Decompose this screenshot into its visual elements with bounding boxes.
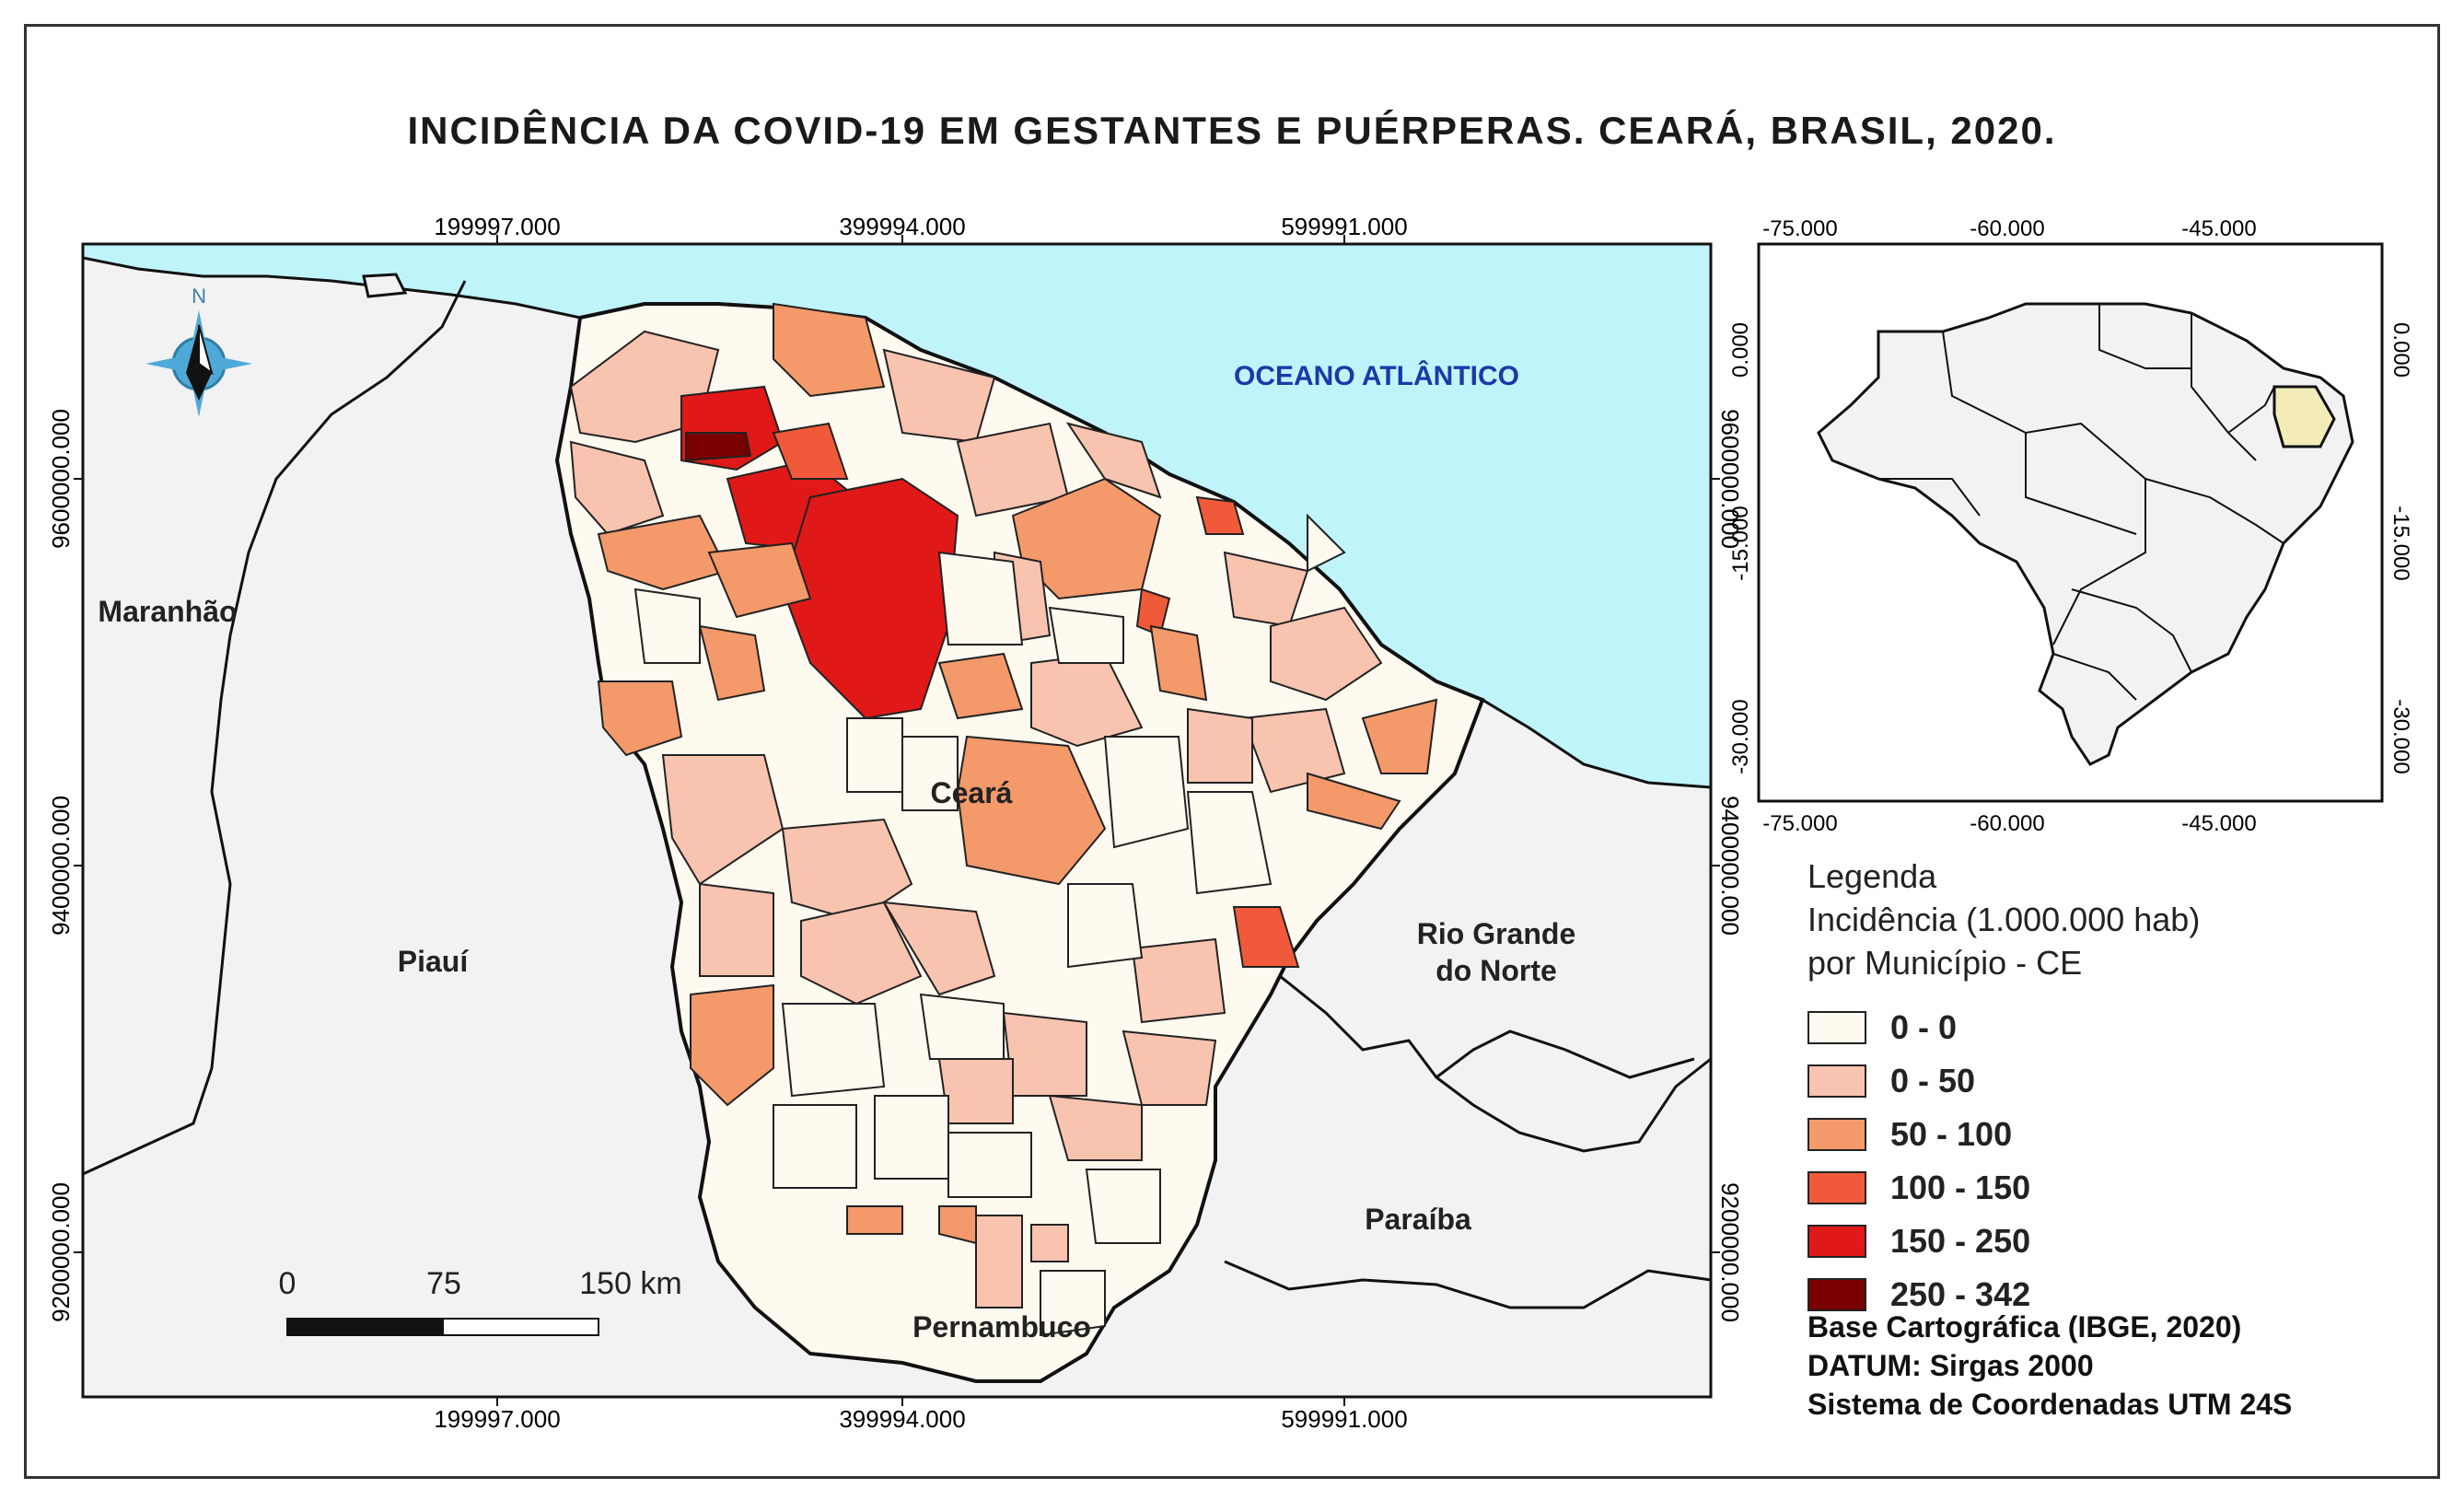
boundary-maranhao-piaui (83, 280, 467, 1176)
main-x-tick-bottom: 199997.000 (434, 1405, 560, 1433)
legend-label: 250 - 342 (1890, 1275, 2031, 1313)
inset-x-tick-bottom: -45.000 (2181, 811, 2256, 836)
inset-y-tick-right: 0.000 (2388, 322, 2413, 378)
legend-label: 150 - 250 (1890, 1222, 2031, 1260)
region-label-ceara: Ceará (931, 776, 1013, 809)
island (362, 273, 408, 298)
inset-x-tick-bottom: -60.000 (1970, 811, 2044, 836)
legend-item: 0 - 50 (1807, 1060, 2415, 1102)
boundary-rn-coast (1435, 1029, 1695, 1079)
north-arrow: N (145, 285, 252, 417)
legend-label: 100 - 150 (1890, 1169, 2031, 1206)
legend-swatch (1807, 1011, 1866, 1044)
scale-label-150: 150 km (579, 1266, 682, 1301)
legend-subtitle-2: por Município - CE (1807, 944, 2083, 982)
main-x-tick-top: 599991.000 (1281, 213, 1407, 240)
inset-x-tick-bottom: -75.000 (1762, 811, 1837, 836)
legend-item: 0 - 0 (1807, 1006, 2415, 1049)
legend-label: 0 - 50 (1890, 1062, 1976, 1099)
legend-item: 150 - 250 (1807, 1220, 2415, 1262)
inset-y-tick-left: -15.000 (1728, 506, 1753, 580)
legend-item: 250 - 342 (1807, 1274, 2415, 1316)
region-label-maranhao: Maranhão (98, 595, 237, 628)
region-label-piaui: Piauí (398, 945, 470, 978)
credits: Base Cartográfica (IBGE, 2020) DATUM: Si… (1807, 1308, 2292, 1424)
inset-y-tick-right: -15.000 (2388, 506, 2413, 580)
inset-brazil (1817, 302, 2354, 766)
legend-items: 0 - 0 0 - 50 50 - 100 100 - 150 150 - 25… (1807, 1006, 2415, 1316)
north-label: N (192, 285, 206, 308)
region-label-rn-line1: Rio Grande (1417, 917, 1575, 950)
main-y-tick-right: 9200000.000 (1716, 1182, 1744, 1322)
scale-label-75: 75 (426, 1266, 461, 1301)
map-title: INCIDÊNCIA DA COVID-19 EM GESTANTES E PU… (407, 109, 2057, 152)
main-x-ticks (74, 235, 1720, 1406)
inset-y-tick-left: 0.000 (1728, 322, 1753, 378)
inset-ceara (2272, 385, 2336, 448)
region-label-pernambuco: Pernambuco (912, 1310, 1091, 1343)
inset-map: -75.000 -60.000 -45.000 -75.000 -60.000 … (1728, 216, 2413, 836)
legend-title: Legenda (1807, 857, 1937, 895)
main-x-tick-bottom: 599991.000 (1281, 1405, 1407, 1433)
inset-x-tick-top: -75.000 (1762, 216, 1837, 241)
inset-x-tick-top: -45.000 (2181, 216, 2256, 241)
main-x-tick-top: 199997.000 (434, 213, 560, 240)
legend-subtitle: Incidência (1.000.000 hab) (1807, 901, 2201, 938)
inset-y-tick-left: -30.000 (1728, 699, 1753, 773)
credit-line-datum: DATUM: Sirgas 2000 (1807, 1349, 2094, 1382)
legend-swatch (1807, 1225, 1866, 1258)
main-y-tick-right: 9400000.000 (1716, 796, 1744, 936)
legend-swatch (1807, 1278, 1866, 1311)
inset-x-tick-top: -60.000 (1970, 216, 2044, 241)
legend-swatch (1807, 1064, 1866, 1098)
legend: Legenda Incidência (1.000.000 hab) por M… (1807, 855, 2415, 1316)
credit-line-crs: Sistema de Coordenadas UTM 24S (1807, 1388, 2293, 1421)
main-y-tick-left: 9400000.000 (47, 796, 75, 936)
credit-line-source: Base Cartográfica (IBGE, 2020) (1807, 1310, 2242, 1343)
scale-label-0: 0 (279, 1266, 296, 1301)
ocean-label: OCEANO ATLÂNTICO (1234, 360, 1519, 391)
scale-bar: 0 75 150 km (279, 1266, 682, 1336)
legend-item: 50 - 100 (1807, 1113, 2415, 1156)
main-y-tick-left: 9200000.000 (47, 1182, 75, 1322)
main-map-border (81, 242, 1713, 1399)
main-x-tick-bottom: 399994.000 (839, 1405, 965, 1433)
municipalities (569, 302, 1438, 1337)
map-frame (24, 24, 2440, 1479)
legend-swatch (1807, 1171, 1866, 1204)
main-x-tick-top: 399994.000 (839, 213, 965, 240)
legend-label: 50 - 100 (1890, 1115, 2013, 1153)
legend-swatch (1807, 1118, 1866, 1151)
boundary-pb-pe (1224, 1260, 1711, 1309)
legend-label: 0 - 0 (1890, 1008, 1958, 1046)
legend-item: 100 - 150 (1807, 1167, 2415, 1209)
main-y-tick-left: 9600000.000 (47, 409, 75, 549)
region-label-rn-line2: do Norte (1435, 954, 1557, 987)
main-y-tick-right: 9600000.000 (1716, 409, 1744, 549)
inset-y-tick-right: -30.000 (2388, 699, 2413, 773)
boundary-rn-pb (1279, 974, 1711, 1153)
region-label-paraiba: Paraíba (1365, 1203, 1471, 1236)
